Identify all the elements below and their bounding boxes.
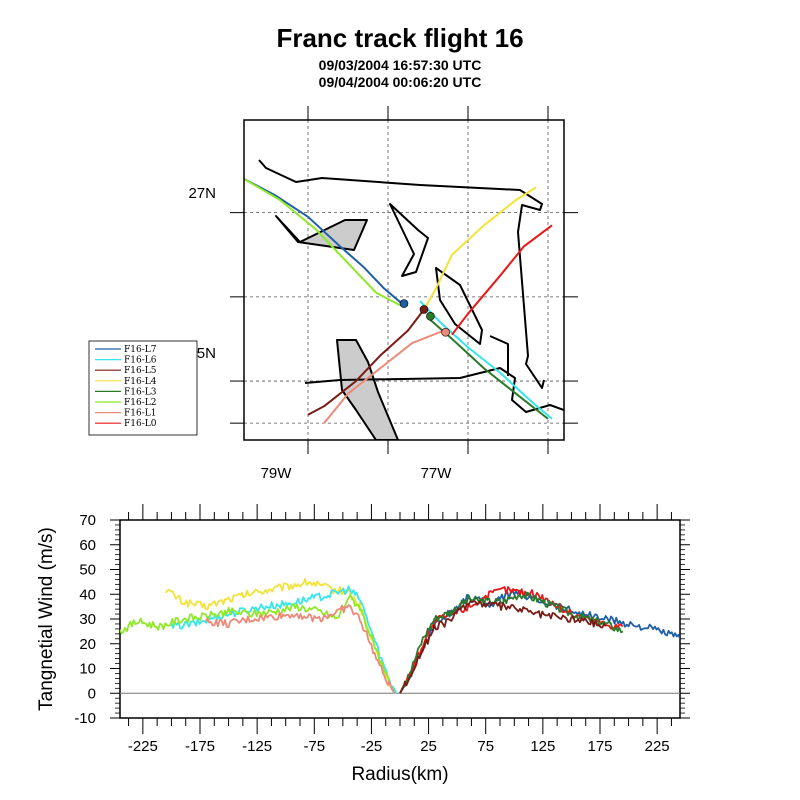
- center-marker-3: [441, 327, 450, 337]
- y-tick-label-0: -10: [74, 710, 96, 727]
- land-outline-6: [489, 335, 509, 376]
- series-l0: [399, 586, 624, 694]
- y-tick-label-5: 40: [79, 586, 96, 603]
- flight-tracks: [244, 178, 553, 424]
- land-outline-0: [258, 159, 545, 389]
- lat-label-27n: 27N: [188, 185, 216, 202]
- track-map: 79W 77W 27N 25N: [188, 106, 578, 482]
- series-l3: [399, 591, 624, 694]
- legend-label-l6: F16-L6: [124, 356, 157, 366]
- center-marker-2: [426, 311, 435, 321]
- track-l7: [244, 178, 405, 307]
- storm-center-markers: [399, 299, 450, 337]
- y-tick-label-2: 10: [79, 661, 96, 678]
- lon-label-77w: 77W: [421, 465, 453, 482]
- legend-label-l3: F16-L3: [124, 387, 157, 397]
- y-tick-labels: -10 0 10 20 30 40 50 60 70: [74, 512, 96, 727]
- x-tick-labels: -225 -175 -125 -75 -25 25 75 125 175 225: [128, 738, 670, 755]
- x-tick-label-2: -125: [242, 738, 272, 755]
- x-tick-label-1: -175: [185, 738, 215, 755]
- x-tick-label-9: 225: [645, 738, 670, 755]
- map-gridlines: [244, 120, 564, 440]
- x-tick-label-8: 175: [587, 738, 612, 755]
- legend-label-l7: F16-L7: [124, 345, 157, 355]
- page-title: Franc track flight 16: [276, 23, 523, 53]
- x-tick-label-5: 25: [420, 738, 437, 755]
- center-marker-1: [419, 305, 429, 314]
- y-tick-label-1: 0: [88, 685, 96, 702]
- track-l0: [451, 224, 553, 336]
- center-marker-0: [399, 299, 409, 308]
- y-axis-title: Tangnetial Wind (m/s): [36, 527, 57, 711]
- series-l7: [399, 588, 680, 694]
- legend-label-l1: F16-L1: [124, 409, 156, 419]
- x-tick-label-6: 75: [477, 738, 494, 755]
- track-l6: [419, 300, 553, 420]
- series-l6: [170, 585, 398, 694]
- series-l5: [399, 600, 607, 694]
- track-l2: [244, 178, 401, 307]
- y-tick-label-3: 20: [79, 636, 96, 653]
- tangential-wind-chart: -225 -175 -125 -75 -25 25 75 125 175 225 -10 0 10 20…: [36, 504, 690, 785]
- legend-label-l5: F16-L5: [124, 366, 157, 376]
- y-tick-label-4: 30: [79, 611, 96, 628]
- legend-box: [88, 340, 198, 436]
- x-tick-label-3: -75: [303, 738, 325, 755]
- legend-label-l0: F16-L0: [124, 419, 157, 429]
- x-axis-title: Radius(km): [351, 764, 448, 785]
- y-tick-label-7: 60: [79, 537, 96, 554]
- land-outline-4: [336, 339, 399, 440]
- y-tick-label-8: 70: [79, 512, 96, 529]
- x-tick-label-7: 125: [530, 738, 555, 755]
- land-outline-2: [275, 215, 368, 251]
- land-outline-5: [304, 367, 564, 413]
- land-outline-3: [435, 267, 483, 345]
- track-l4: [423, 186, 537, 310]
- series-l1: [204, 604, 396, 694]
- legend: F16-L7F16-L6F16-L5F16-L4F16-L3F16-L2F16-…: [88, 340, 198, 436]
- subtitle-end-time: 09/04/2004 00:06:20 UTC: [319, 74, 482, 90]
- series-l2: [120, 594, 396, 694]
- track-l5: [307, 308, 425, 416]
- map-ticks: [230, 106, 578, 454]
- x-tick-label-0: -225: [128, 738, 158, 755]
- legend-label-l2: F16-L2: [124, 398, 156, 408]
- map-frame: [243, 119, 565, 441]
- lon-label-79w: 79W: [261, 465, 293, 482]
- coastline: [258, 159, 564, 440]
- wind-series: [120, 578, 680, 694]
- land-outline-1: [389, 203, 429, 277]
- track-l1: [323, 329, 445, 424]
- chart-ticks: [110, 504, 690, 734]
- x-tick-label-4: -25: [361, 738, 383, 755]
- y-tick-label-6: 50: [79, 562, 96, 579]
- legend-label-l4: F16-L4: [124, 377, 157, 387]
- series-l4: [164, 578, 398, 694]
- subtitle-start-time: 09/03/2004 16:57:30 UTC: [319, 57, 482, 73]
